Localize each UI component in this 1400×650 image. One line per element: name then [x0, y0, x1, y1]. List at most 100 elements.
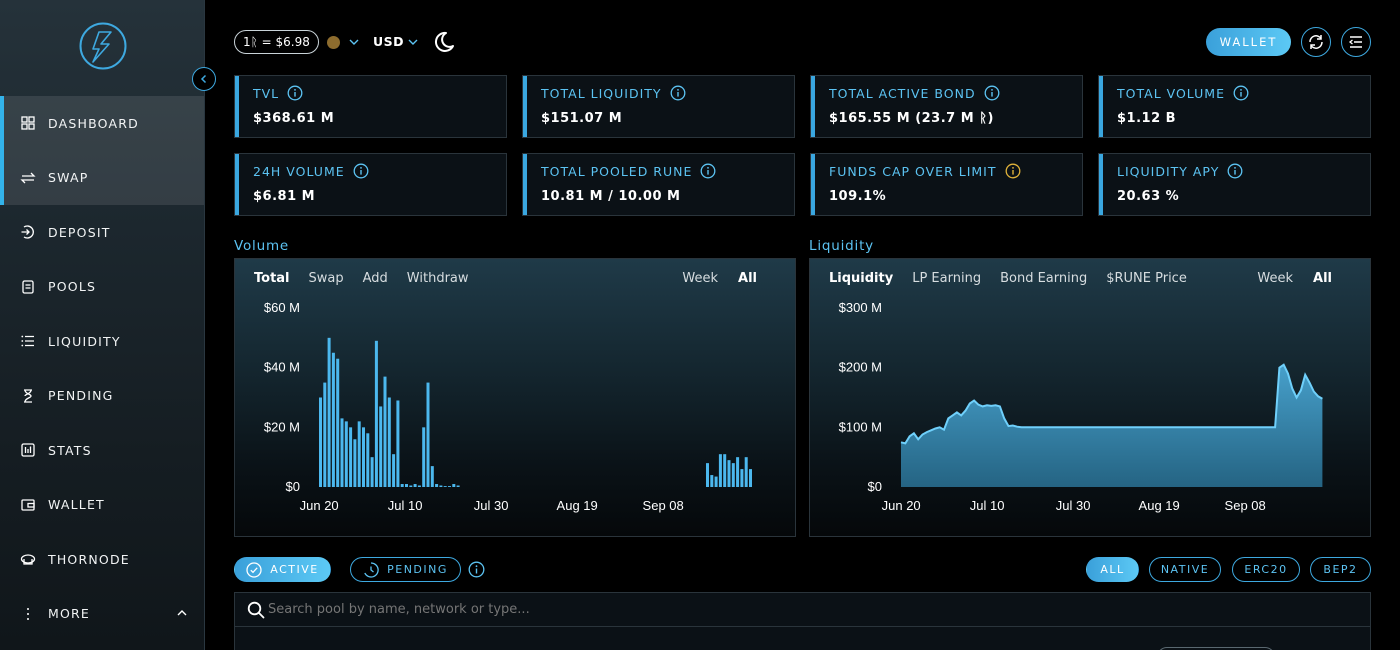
tab-liquidity[interactable]: Liquidity	[829, 271, 894, 286]
info-icon[interactable]	[700, 163, 716, 179]
volume-section-title: Volume	[234, 238, 290, 254]
volume-bar[interactable]	[387, 397, 391, 488]
sidebar-item-swap[interactable]: SWAP	[0, 150, 204, 205]
volume-bar[interactable]	[731, 463, 735, 487]
tab-total[interactable]: Total	[254, 271, 290, 286]
sidebar-item-pools[interactable]: POOLS	[0, 260, 204, 315]
filter-erc20[interactable]: ERC20	[1232, 557, 1300, 582]
volume-bar[interactable]	[370, 457, 374, 487]
tab-swap[interactable]: Swap	[308, 271, 344, 286]
volume-bar[interactable]	[357, 421, 361, 487]
network-status-dot[interactable]	[327, 36, 340, 49]
volume-bar[interactable]	[409, 485, 413, 487]
volume-bar[interactable]	[400, 484, 404, 487]
tab-week[interactable]: Week	[1257, 271, 1294, 286]
volume-bar[interactable]	[417, 485, 421, 487]
currency-select[interactable]: USD	[373, 34, 405, 49]
tab-all[interactable]: All	[738, 271, 757, 286]
volume-bar[interactable]	[344, 421, 348, 487]
volume-bar[interactable]	[422, 427, 426, 487]
volume-bar[interactable]	[379, 406, 383, 487]
volume-bar[interactable]	[327, 337, 331, 487]
sidebar-item-pending[interactable]: PENDING	[0, 369, 204, 424]
volume-bar[interactable]	[323, 382, 327, 487]
volume-bar[interactable]	[736, 457, 740, 487]
volume-bar[interactable]	[456, 485, 460, 487]
info-icon[interactable]	[287, 85, 303, 101]
tab-add[interactable]: Add	[362, 271, 388, 286]
volume-bar[interactable]	[749, 469, 752, 487]
stat-label: TOTAL POOLED RUNE	[541, 163, 716, 179]
refresh-button[interactable]	[1301, 27, 1331, 57]
menu-button[interactable]	[1341, 27, 1371, 57]
sidebar-item-thornode[interactable]: THORNODE	[0, 532, 204, 587]
collapse-sidebar-button[interactable]	[192, 67, 216, 91]
volume-bar[interactable]	[718, 454, 722, 487]
volume-bar[interactable]	[366, 433, 370, 487]
info-icon[interactable]	[1233, 85, 1249, 101]
volume-bar[interactable]	[353, 439, 357, 487]
volume-bar[interactable]	[396, 400, 400, 487]
volume-bar[interactable]	[714, 476, 718, 487]
volume-bar[interactable]	[392, 454, 396, 487]
volume-bar[interactable]	[430, 466, 434, 487]
volume-bar[interactable]	[426, 382, 430, 487]
stat-value: 109.1%	[829, 189, 887, 204]
info-icon[interactable]	[468, 561, 485, 578]
volume-bar[interactable]	[405, 484, 408, 487]
info-icon[interactable]	[353, 163, 369, 179]
volume-bar[interactable]	[319, 397, 322, 488]
volume-bar[interactable]	[744, 457, 748, 487]
volume-bar[interactable]	[723, 454, 727, 487]
volume-bar[interactable]	[452, 484, 456, 487]
info-icon[interactable]	[984, 85, 1000, 101]
sidebar-item-liquidity[interactable]: LIQUIDITY	[0, 314, 204, 369]
volume-bar[interactable]	[413, 484, 417, 487]
thorchain-logo[interactable]	[79, 22, 127, 70]
tab--rune-price[interactable]: $RUNE Price	[1106, 271, 1187, 286]
sidebar-item-dashboard[interactable]: DASHBOARD	[0, 96, 204, 151]
volume-bar[interactable]	[331, 352, 335, 487]
filter-bep2[interactable]: BEP2	[1310, 557, 1371, 582]
volume-bar[interactable]	[336, 358, 340, 487]
sidebar-item-deposit[interactable]: DEPOSIT	[0, 205, 204, 260]
wallet-button[interactable]: WALLET	[1206, 28, 1291, 56]
info-icon[interactable]	[1227, 163, 1243, 179]
filter-all[interactable]: ALL	[1086, 557, 1139, 582]
volume-bar[interactable]	[706, 463, 709, 487]
info-icon[interactable]	[1005, 163, 1021, 179]
chevron-down-icon[interactable]	[407, 36, 419, 48]
sidebar-item-stats[interactable]: STATS	[0, 423, 204, 478]
sidebar-item-more[interactable]: MORE	[0, 587, 204, 642]
chevron-down-icon[interactable]	[348, 36, 360, 48]
stat-card-24h-volume: 24H VOLUME $6.81 M	[234, 153, 507, 216]
moon-icon[interactable]	[432, 30, 456, 54]
search-input[interactable]	[268, 600, 668, 618]
tab-bond-earning[interactable]: Bond Earning	[1000, 271, 1088, 286]
tab-all[interactable]: All	[1313, 271, 1332, 286]
sidebar-item-label: DASHBOARD	[48, 115, 139, 131]
volume-bar[interactable]	[362, 427, 365, 487]
sidebar-item-wallet[interactable]: WALLET	[0, 478, 204, 533]
volume-bar[interactable]	[710, 475, 714, 487]
active-filter-button[interactable]: ACTIVE	[234, 557, 331, 582]
volume-bar[interactable]	[340, 418, 344, 487]
tab-week[interactable]: Week	[682, 271, 719, 286]
volume-bar[interactable]	[448, 486, 451, 487]
liquidity-x-tick-label: Jul 10	[970, 498, 1005, 513]
volume-bar[interactable]	[727, 460, 731, 487]
volume-bar[interactable]	[740, 469, 744, 487]
tab-withdraw[interactable]: Withdraw	[406, 271, 469, 286]
filter-native[interactable]: NATIVE	[1149, 557, 1221, 582]
volume-bar[interactable]	[383, 376, 387, 487]
volume-bar[interactable]	[439, 485, 443, 487]
volume-bar[interactable]	[374, 340, 378, 487]
volume-bar[interactable]	[443, 486, 447, 487]
pending-filter-button[interactable]: PENDING	[350, 557, 461, 582]
volume-bar[interactable]	[435, 484, 439, 487]
info-icon[interactable]	[670, 85, 686, 101]
tab-lp-earning[interactable]: LP Earning	[912, 271, 982, 286]
chevron-up-icon	[177, 609, 187, 615]
stat-label-text: TOTAL ACTIVE BOND	[829, 85, 976, 101]
volume-bar[interactable]	[349, 427, 353, 487]
